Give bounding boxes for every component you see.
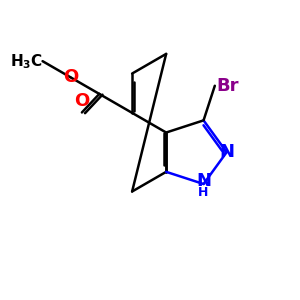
Text: H: H: [198, 186, 209, 199]
Text: N: N: [196, 172, 211, 190]
Text: N: N: [219, 143, 234, 161]
Text: O: O: [74, 92, 89, 110]
Text: Br: Br: [216, 77, 239, 95]
Text: $\mathregular{H_3C}$: $\mathregular{H_3C}$: [10, 52, 43, 70]
Text: O: O: [63, 68, 78, 86]
